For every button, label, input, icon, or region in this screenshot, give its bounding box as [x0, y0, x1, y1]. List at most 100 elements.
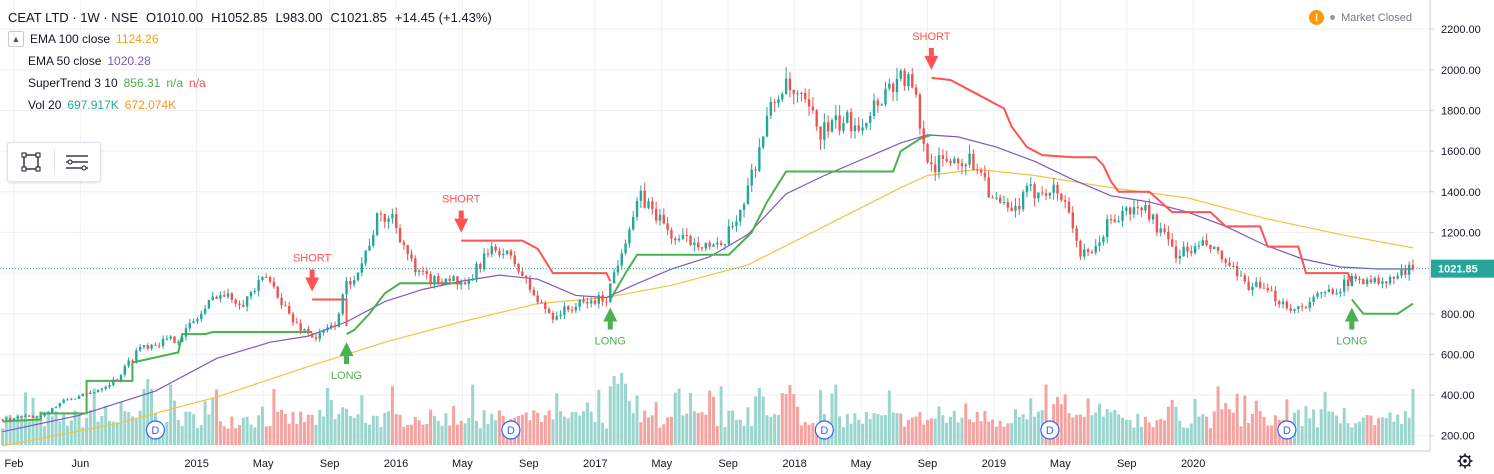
legend-ema100[interactable]: ▲ EMA 100 close 1124.26	[8, 28, 492, 50]
candle-body	[494, 246, 497, 251]
candle-body	[433, 276, 436, 285]
candle-body	[857, 125, 860, 131]
candle-body	[1178, 256, 1182, 259]
candle-body	[459, 282, 463, 285]
volume-bar	[1342, 407, 1346, 445]
volume-bar	[390, 386, 394, 445]
collapse-chevron-icon[interactable]: ▲	[8, 31, 24, 47]
symbol-title[interactable]: CEAT LTD · 1W · NSE	[8, 9, 139, 25]
volume-bar	[1296, 409, 1300, 445]
volume-bar	[543, 415, 547, 445]
volume-bar	[1262, 416, 1266, 445]
legend-ema50[interactable]: EMA 50 close 1020.28	[8, 50, 492, 72]
candle-body	[158, 345, 161, 347]
candle-body	[150, 344, 153, 349]
candle-body	[1170, 239, 1174, 247]
volume-bar	[1036, 411, 1040, 445]
volume-bar	[979, 421, 983, 445]
candle-body	[899, 70, 902, 79]
volume-bar	[765, 415, 769, 445]
volume-bar	[398, 414, 402, 445]
dividend-marker-icon[interactable]	[1277, 420, 1297, 440]
volume-bar	[333, 419, 337, 445]
volume-bar	[1369, 415, 1373, 445]
volume-bar	[1044, 384, 1048, 445]
candle-body	[926, 143, 929, 163]
volume-bar	[585, 402, 589, 445]
market-status[interactable]: ! Market Closed	[1309, 10, 1412, 25]
dividend-marker-icon[interactable]	[145, 420, 165, 440]
chart-settings-gear-icon[interactable]	[1457, 453, 1473, 469]
volume-bar	[31, 397, 35, 445]
candle-body	[280, 297, 283, 306]
candle-body	[830, 120, 834, 132]
volume-bar	[1273, 415, 1277, 445]
candle-body	[1404, 269, 1407, 275]
volume-bar	[127, 412, 131, 445]
candle-body	[609, 283, 612, 303]
candle-body	[452, 276, 455, 281]
volume-bar	[582, 411, 586, 445]
volume-bar	[1357, 421, 1361, 445]
volume-bar	[1136, 413, 1140, 445]
candle-body	[681, 234, 685, 239]
candle-body	[226, 293, 230, 297]
volume-bar	[455, 424, 459, 445]
volume-bar	[910, 417, 914, 445]
legend-supertrend[interactable]: SuperTrend 3 10 856.31 n/a n/a	[8, 72, 492, 94]
candle-body	[1369, 279, 1373, 283]
candle-body	[1071, 212, 1074, 229]
legend-volume[interactable]: Vol 20 697.917K 672.074K	[8, 94, 492, 116]
volume-bar	[624, 383, 628, 445]
volume-bar	[723, 427, 727, 445]
volume-bar	[1075, 414, 1079, 445]
candle-body	[196, 319, 199, 322]
candle-body	[161, 338, 165, 347]
candle-body	[50, 407, 54, 413]
x-tick-label: May	[851, 458, 872, 470]
candle-body	[842, 123, 845, 131]
supertrend-up-line	[2, 331, 313, 423]
volume-bar	[195, 428, 199, 445]
long-signal-label: LONG	[595, 336, 626, 348]
volume-bar	[410, 424, 414, 445]
volume-bar	[1323, 391, 1327, 445]
candle-body	[257, 279, 260, 292]
settings-lines-icon[interactable]	[55, 143, 101, 181]
dividend-marker-icon[interactable]	[814, 420, 834, 440]
candle-body	[937, 155, 941, 173]
dividend-marker-icon[interactable]	[501, 420, 521, 440]
candle-body	[895, 78, 899, 93]
ema50-line	[2, 134, 1413, 433]
volume-bar	[551, 419, 555, 445]
candle-body	[35, 416, 39, 418]
warning-icon[interactable]: !	[1309, 10, 1325, 25]
candle-body	[1182, 246, 1185, 257]
volume-bar	[1170, 400, 1174, 445]
candle-body	[804, 92, 807, 100]
candle-body	[215, 296, 218, 299]
candle-body	[505, 250, 509, 254]
candle-body	[567, 306, 570, 310]
volume-bar	[738, 419, 742, 445]
volume-bar	[46, 411, 50, 445]
candle-body	[1258, 281, 1262, 288]
select-rectangle-icon[interactable]	[8, 143, 54, 181]
candle-body	[303, 328, 306, 331]
candle-body	[1320, 292, 1323, 294]
volume-bar	[146, 379, 150, 445]
candle-body	[528, 278, 532, 290]
candle-body	[307, 328, 310, 334]
volume-bar	[35, 415, 39, 445]
volume-bar	[937, 406, 941, 445]
candle-body	[1109, 219, 1113, 221]
candle-body	[62, 399, 65, 404]
volume-bar	[58, 421, 62, 445]
candle-body	[1002, 202, 1006, 204]
volume-bar	[1373, 425, 1377, 445]
volume-bar	[299, 411, 303, 445]
volume-bar	[1407, 417, 1411, 445]
volume-bar	[788, 385, 792, 445]
dividend-marker-icon[interactable]	[1040, 420, 1060, 440]
